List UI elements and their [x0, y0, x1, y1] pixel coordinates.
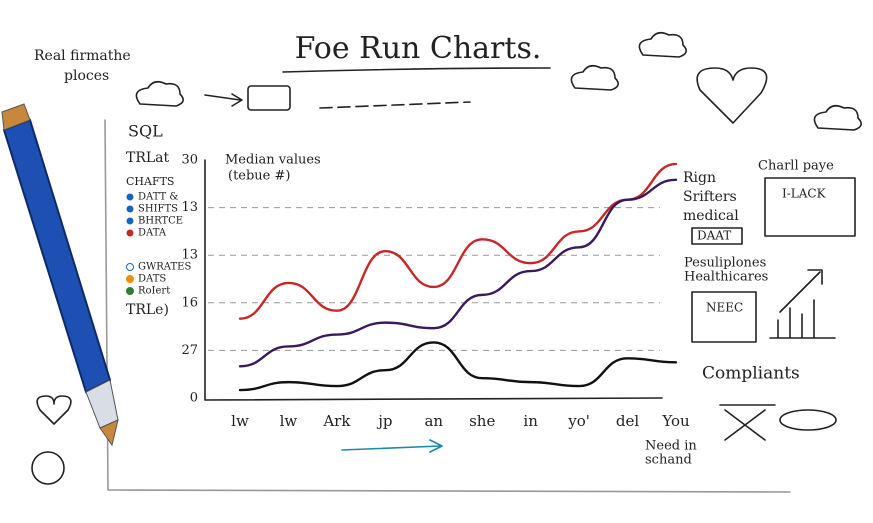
- heart: [36, 395, 72, 425]
- legend-label: DATS: [138, 274, 166, 285]
- axes: [204, 159, 663, 401]
- bars-icon: [769, 269, 836, 339]
- series-line: [238, 162, 678, 320]
- box: [691, 291, 757, 343]
- x-tick-label: You: [661, 412, 690, 430]
- heart: [696, 67, 768, 124]
- cloud: [813, 104, 862, 131]
- series-line: [238, 341, 678, 392]
- box: [764, 177, 856, 237]
- x-tick-label: yo': [567, 412, 590, 430]
- label: Need in: [645, 439, 697, 454]
- x-tick-label: she: [469, 412, 495, 430]
- arrow: [341, 439, 443, 453]
- label: Real firmathe: [34, 48, 131, 64]
- legend-dot: [126, 193, 134, 201]
- label: DAAT: [697, 229, 731, 243]
- y-tick-label: 30: [181, 153, 198, 168]
- x-tick-label: an: [424, 412, 443, 430]
- box: [691, 227, 743, 245]
- y-tick-label: 27: [181, 343, 198, 358]
- legend-dot: [126, 229, 134, 237]
- label: TRLat: [126, 150, 170, 166]
- chart-title: Foe Run Charts.: [295, 31, 542, 66]
- label: schand: [645, 453, 692, 468]
- y-tick-label: 13: [181, 248, 198, 263]
- cloud: [135, 80, 184, 107]
- label: TRLe): [126, 302, 169, 318]
- icon: [247, 85, 291, 111]
- pen: [1, 103, 119, 447]
- x-tick-label: lw: [280, 412, 298, 430]
- legend-label: GWRATES: [138, 262, 191, 273]
- legend-label: RoIert: [138, 286, 170, 297]
- label: Pesuliplones: [684, 256, 766, 271]
- x-tick-label: jp: [376, 412, 392, 430]
- label: Charll paye: [758, 159, 834, 174]
- icon: [779, 409, 837, 431]
- smiley: [31, 451, 65, 485]
- x-tick-label: in: [523, 412, 538, 430]
- paper-edge: [104, 119, 791, 493]
- x-tick-label: lw: [231, 412, 249, 430]
- arrow: [204, 93, 243, 107]
- legend-label: BHRTCE: [138, 216, 183, 227]
- icon: [719, 404, 776, 441]
- legend-dot: [126, 275, 134, 283]
- dash: [319, 101, 471, 109]
- legend-dot: [126, 287, 134, 295]
- legend-dot: [126, 205, 134, 213]
- label: Rign: [683, 170, 716, 186]
- label: SQL: [128, 122, 163, 141]
- cloud: [638, 31, 687, 58]
- label: I-LACK: [782, 187, 827, 201]
- subtitle: Median values: [225, 153, 321, 168]
- legend-dot: [126, 263, 134, 271]
- y-tick-label: 0: [190, 391, 198, 406]
- x-tick-label: Ark: [322, 412, 351, 430]
- axis-label: (tebue #): [228, 169, 290, 184]
- label: Compliants: [702, 364, 800, 384]
- label: ploces: [64, 68, 109, 84]
- legend-label: DATT &: [138, 192, 178, 203]
- label: CHAFTS: [126, 175, 174, 188]
- cloud: [570, 64, 619, 91]
- x-tick-label: del: [616, 412, 639, 430]
- y-tick-label: 13: [181, 200, 198, 215]
- legend-label: DATA: [138, 228, 167, 239]
- legend-dot: [126, 217, 134, 225]
- series-line: [238, 178, 678, 368]
- legend-label: SHIFTS: [138, 204, 178, 215]
- y-tick-label: 16: [181, 295, 198, 310]
- label: Srifters: [683, 189, 737, 205]
- label: medical: [683, 208, 739, 224]
- label: NEEC: [706, 301, 743, 315]
- title-underline: [282, 67, 551, 73]
- label: Healthicares: [684, 270, 768, 285]
